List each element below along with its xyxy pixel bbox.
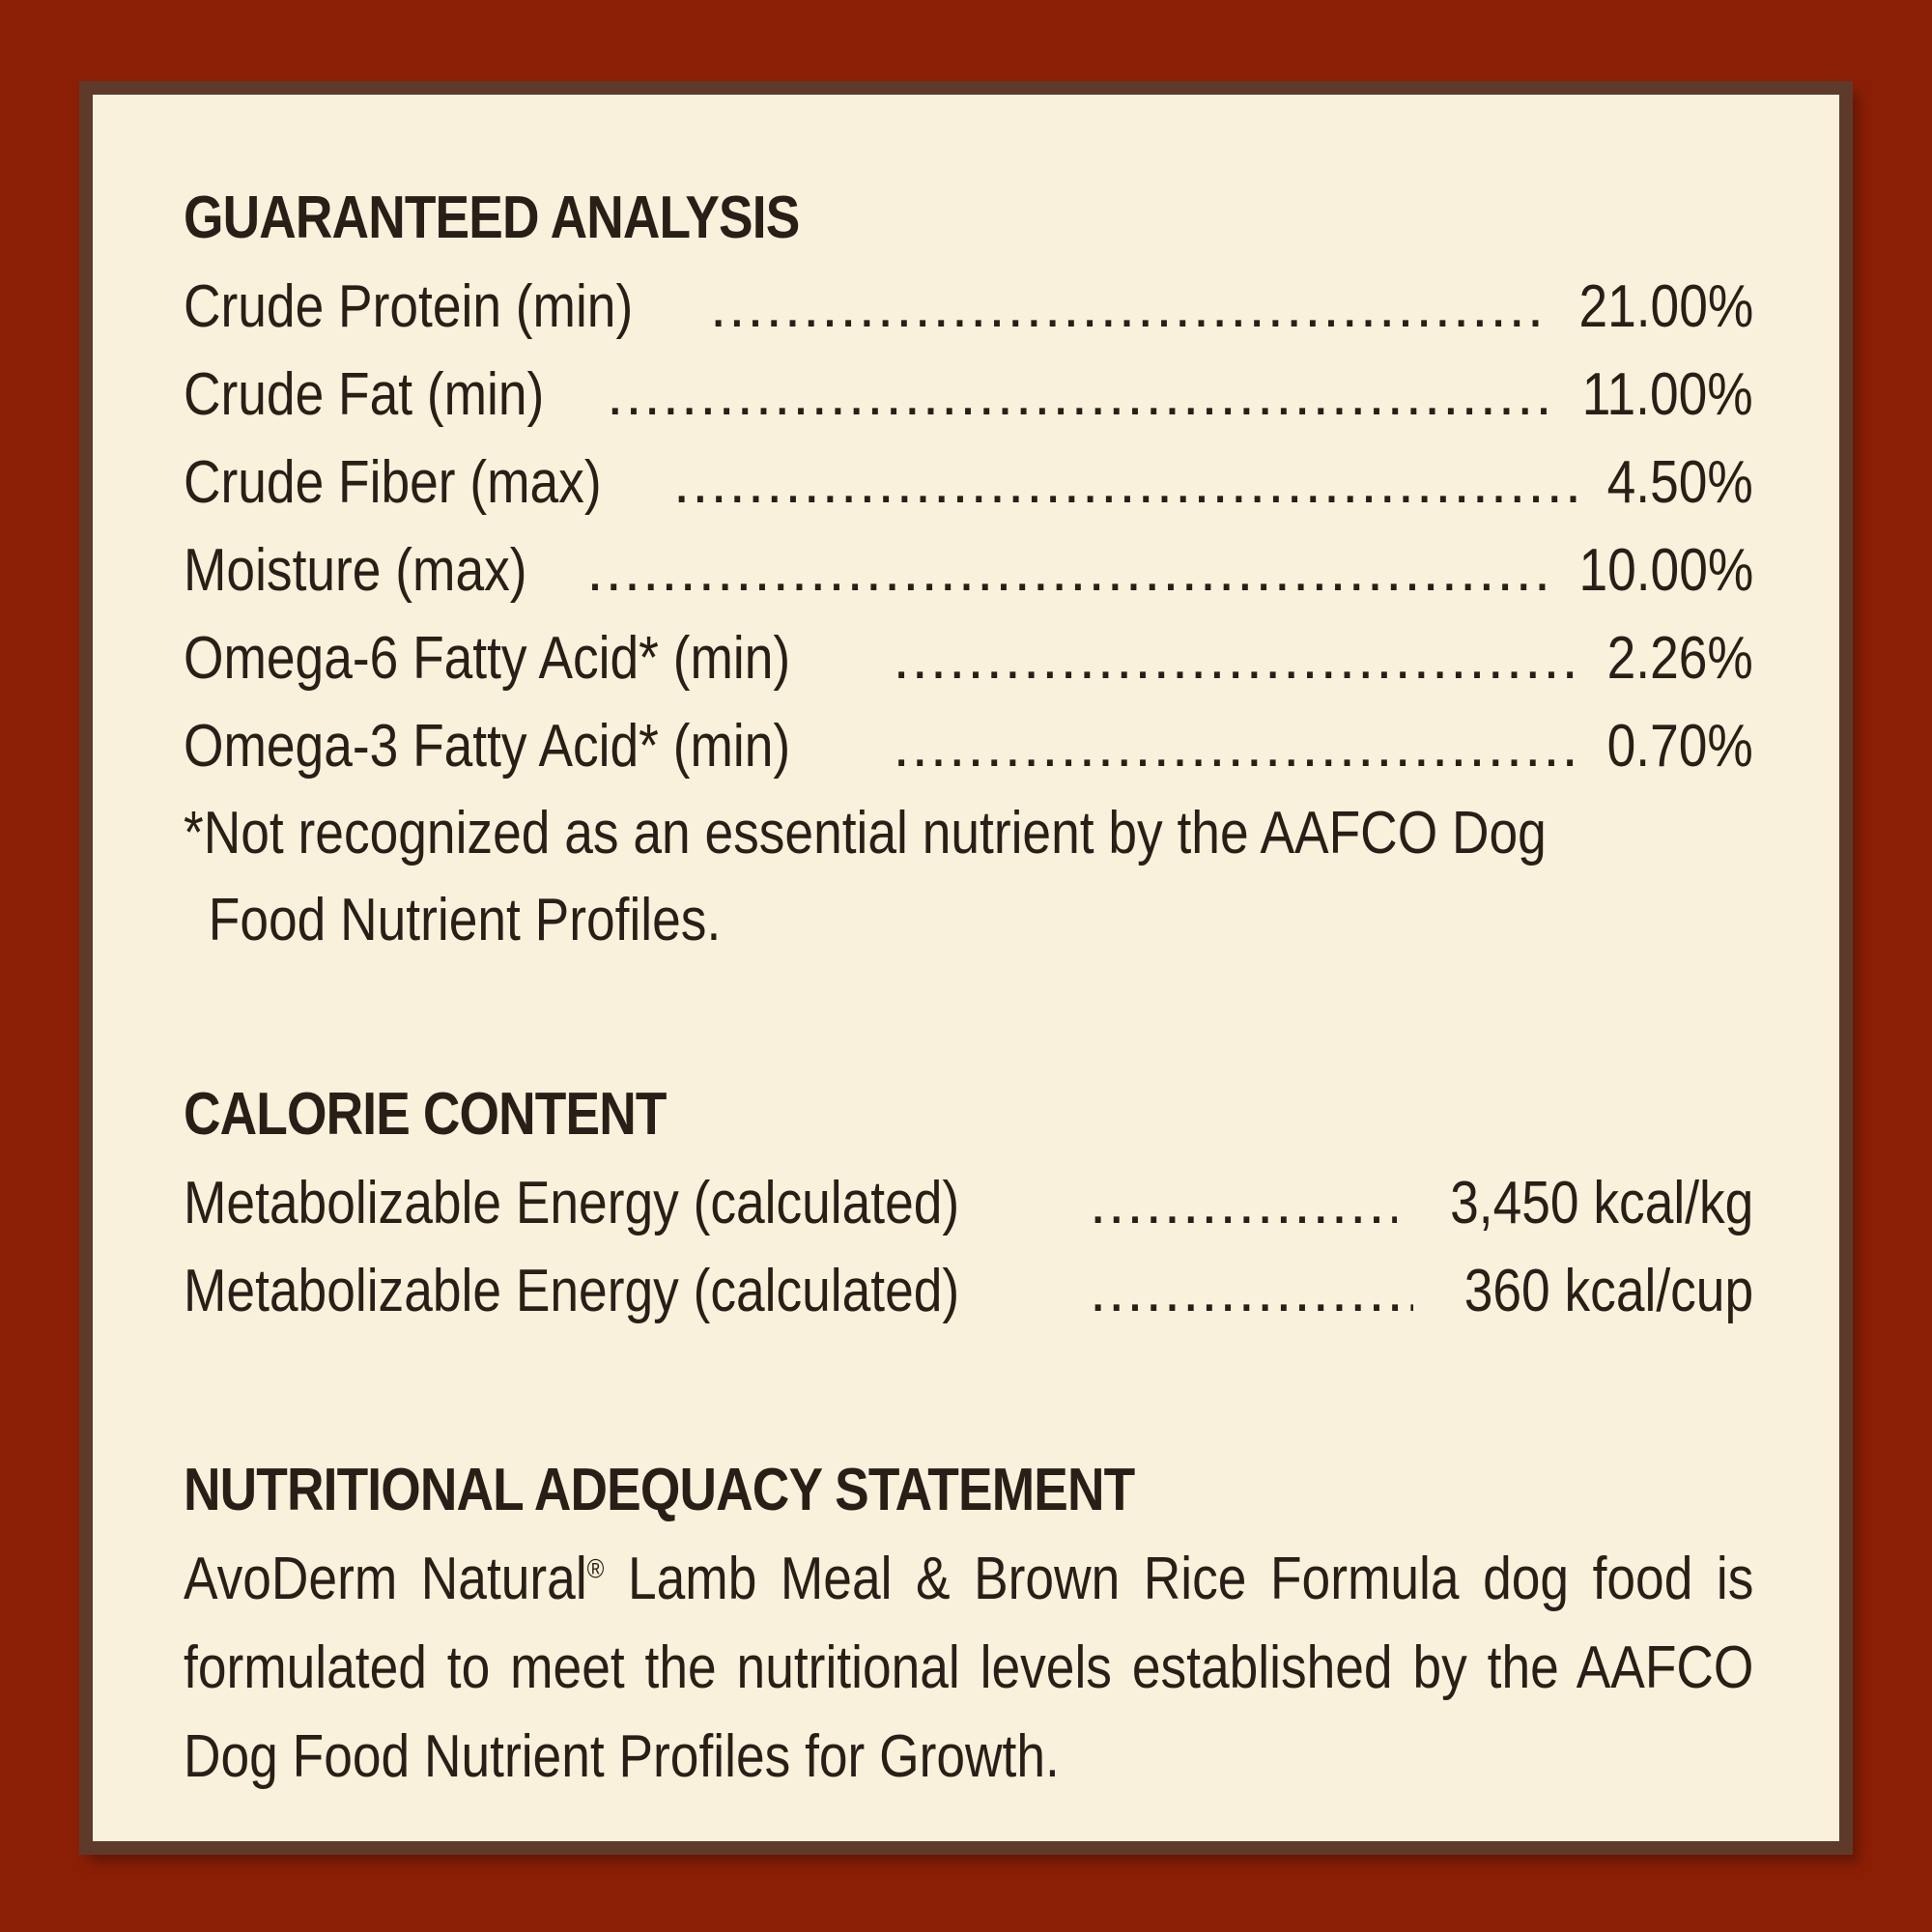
dot-leader — [1090, 1247, 1413, 1335]
label-content: GUARANTEED ANALYSIS Crude Protein (min) … — [184, 174, 1753, 1802]
nutritional-adequacy-heading: NUTRITIONAL ADEQUACY STATEMENT — [184, 1457, 1135, 1523]
calorie-row: Metabolizable Energy (calculated) 360 kc… — [184, 1247, 1753, 1335]
dot-leader — [893, 614, 1579, 702]
section-spacer — [184, 964, 1753, 1070]
analysis-value: 11.00% — [1582, 361, 1753, 428]
analysis-value: 0.70% — [1606, 713, 1753, 780]
dot-leader — [607, 351, 1550, 439]
brand-name: AvoDerm Natural — [184, 1546, 587, 1612]
registered-mark: ® — [586, 1553, 605, 1584]
nutritional-adequacy-statement: AvoDerm Natural® Lamb Meal & Brown Rice … — [184, 1535, 1753, 1802]
analysis-row: Crude Protein (min) 21.00% — [184, 263, 1753, 351]
dot-leader — [673, 439, 1579, 526]
dot-leader — [1090, 1159, 1397, 1247]
analysis-label: Crude Fat (min) — [184, 361, 545, 428]
calorie-label: Metabolizable Energy (calculated) — [184, 1258, 960, 1324]
footnote-line: *Not recognized as an essential nutrient… — [184, 800, 1547, 867]
analysis-value: 10.00% — [1578, 537, 1753, 604]
analysis-value: 4.50% — [1606, 449, 1753, 516]
analysis-row: Crude Fiber (max) 4.50% — [184, 439, 1753, 526]
analysis-row: Moisture (max) 10.00% — [184, 526, 1753, 614]
calorie-value: 3,450 kcal/kg — [1449, 1170, 1753, 1236]
statement-text: Lamb Meal & Brown Rice Formula dog food … — [184, 1546, 1754, 1790]
analysis-row: Omega-3 Fatty Acid* (min) 0.70% — [184, 702, 1753, 790]
footnote-line: Food Nutrient Profiles. — [208, 887, 722, 953]
analysis-label: Crude Protein (min) — [184, 273, 634, 340]
analysis-label: Moisture (max) — [184, 537, 527, 604]
analysis-footnote: *Not recognized as an essential nutrient… — [184, 790, 1547, 964]
dot-leader — [893, 702, 1579, 790]
dot-leader — [586, 526, 1546, 614]
analysis-row: Crude Fat (min) 11.00% — [184, 351, 1753, 439]
analysis-label: Crude Fiber (max) — [184, 449, 602, 516]
analysis-value: 2.26% — [1606, 625, 1753, 692]
analysis-row: Omega-6 Fatty Acid* (min) 2.26% — [184, 614, 1753, 702]
analysis-label: Omega-6 Fatty Acid* (min) — [184, 625, 791, 692]
analysis-label: Omega-3 Fatty Acid* (min) — [184, 713, 791, 780]
calorie-label: Metabolizable Energy (calculated) — [184, 1170, 960, 1236]
calorie-content-heading: CALORIE CONTENT — [184, 1081, 667, 1148]
label-panel — [79, 81, 1853, 1855]
analysis-value: 21.00% — [1578, 273, 1753, 340]
section-spacer — [184, 1335, 1753, 1446]
calorie-row: Metabolizable Energy (calculated) 3,450 … — [184, 1159, 1753, 1247]
dot-leader — [710, 263, 1547, 351]
calorie-value: 360 kcal/cup — [1463, 1258, 1753, 1324]
guaranteed-analysis-heading: GUARANTEED ANALYSIS — [184, 185, 800, 251]
